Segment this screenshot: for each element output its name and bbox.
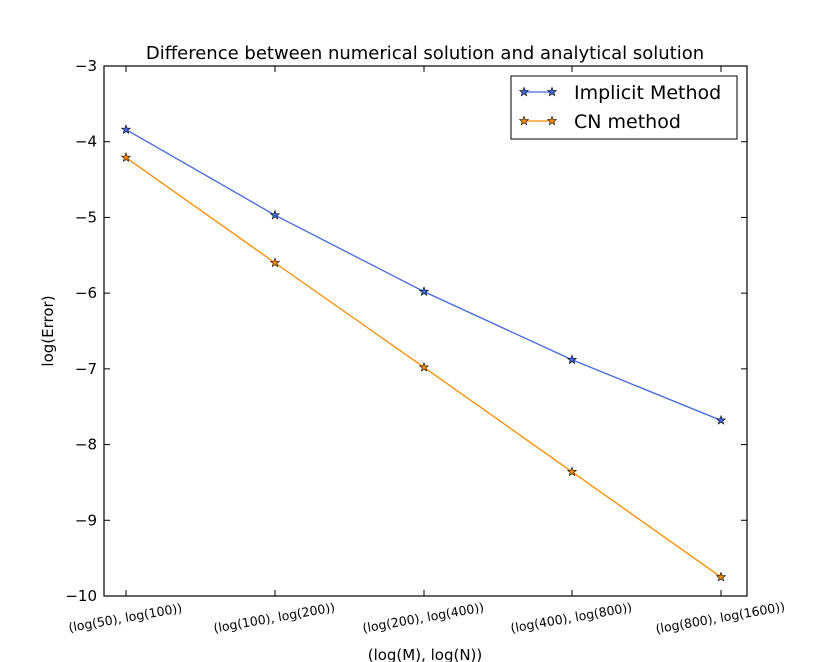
data-point — [715, 414, 727, 425]
data-point — [715, 571, 727, 582]
legend-marker — [518, 86, 530, 97]
data-point — [566, 354, 578, 365]
series-line — [125, 129, 722, 421]
y-tick-label: −7 — [75, 360, 97, 378]
legend-label: CN method — [574, 111, 681, 133]
plot-frame — [103, 65, 748, 597]
data-point — [120, 124, 132, 135]
y-tick-label: −3 — [75, 57, 97, 75]
x-axis-label: (log(M), log(N)) — [368, 646, 483, 662]
y-tick-label: −8 — [75, 436, 97, 454]
y-tick-label: −6 — [75, 284, 97, 302]
data-point — [269, 257, 281, 268]
series-cn-method — [120, 152, 727, 582]
legend: Implicit Method CN method — [510, 75, 738, 140]
legend-label: Implicit Method — [574, 82, 721, 104]
legend-frame — [510, 75, 738, 140]
data-point — [269, 209, 281, 220]
legend-marker — [546, 115, 558, 126]
y-axis-label: log(Error) — [39, 295, 57, 366]
series-layer — [120, 124, 727, 582]
y-axis: −3 −4 −5 −6 −7 −8 −9 −10 — [65, 57, 747, 605]
y-tick-label: −4 — [75, 133, 97, 151]
x-tick-label: (log(400), log(800)) — [509, 599, 633, 635]
x-tick-label: (log(200), log(400)) — [361, 599, 485, 635]
x-tick-label: (log(100), log(200)) — [212, 599, 336, 635]
y-tick-label: −10 — [65, 587, 97, 605]
y-tick-label: −5 — [75, 208, 97, 226]
legend-marker — [518, 115, 530, 126]
legend-marker — [546, 86, 558, 97]
data-point — [120, 152, 132, 163]
x-axis: (log(50), log(100)) (log(100), log(200)) (… — [67, 66, 786, 636]
y-tick-label: −9 — [75, 511, 97, 529]
x-tick-label: (log(800), log(1600)) — [654, 599, 786, 637]
data-point — [418, 286, 430, 297]
x-tick-label: (log(50), log(100)) — [67, 600, 183, 635]
data-point — [566, 466, 578, 477]
series-implicit-method — [120, 124, 727, 425]
data-point — [418, 361, 430, 372]
chart-title: Difference between numerical solution an… — [146, 43, 704, 64]
